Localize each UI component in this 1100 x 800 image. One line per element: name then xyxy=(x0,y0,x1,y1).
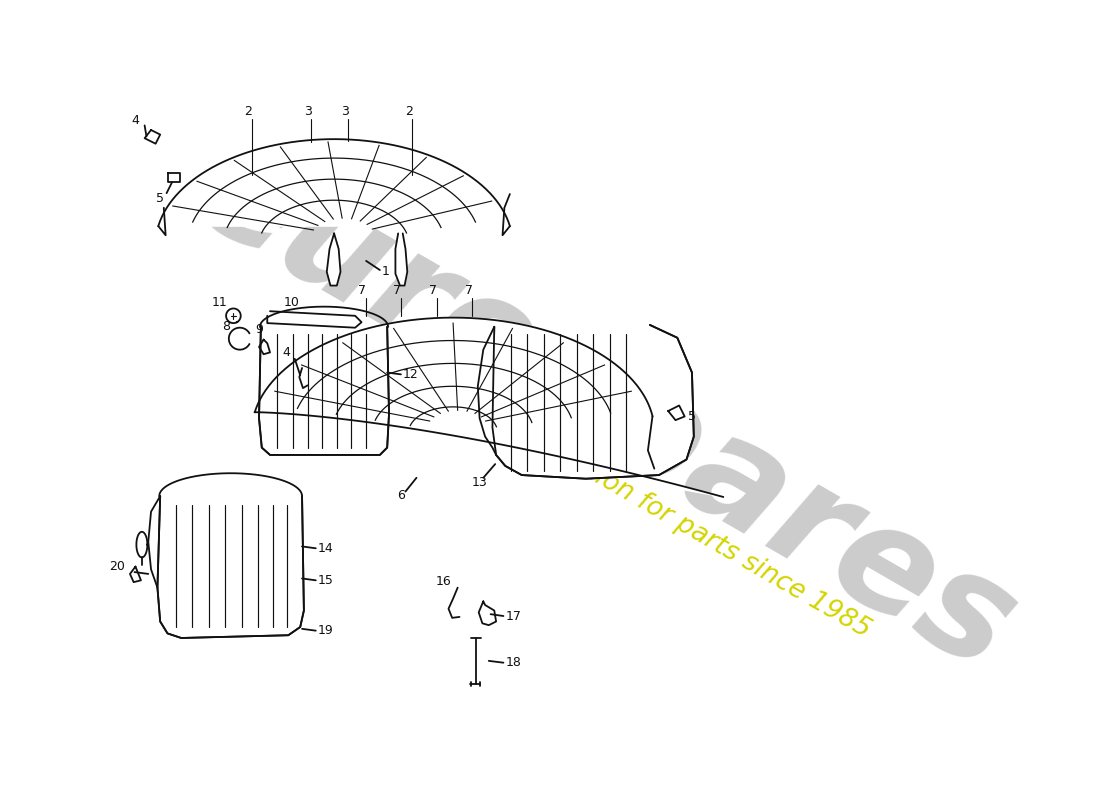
Polygon shape xyxy=(668,406,684,420)
Polygon shape xyxy=(478,602,496,625)
Text: 5: 5 xyxy=(689,410,696,423)
Polygon shape xyxy=(493,325,694,478)
Text: 2: 2 xyxy=(244,105,252,118)
Polygon shape xyxy=(144,130,161,144)
Text: 7: 7 xyxy=(359,284,366,297)
Polygon shape xyxy=(157,496,304,638)
Text: 14: 14 xyxy=(318,542,333,554)
Text: 3: 3 xyxy=(341,105,349,118)
Text: 12: 12 xyxy=(403,368,418,381)
Polygon shape xyxy=(130,566,141,582)
Polygon shape xyxy=(267,311,362,328)
Text: 11: 11 xyxy=(212,295,228,309)
Text: 13: 13 xyxy=(472,476,487,489)
Text: 20: 20 xyxy=(109,560,125,573)
Text: 7: 7 xyxy=(464,284,473,297)
Polygon shape xyxy=(299,368,308,388)
Text: 16: 16 xyxy=(436,574,452,588)
Text: 6: 6 xyxy=(397,489,405,502)
Text: 1: 1 xyxy=(382,266,389,278)
Text: 4: 4 xyxy=(132,114,140,127)
Text: 9: 9 xyxy=(255,323,263,336)
Polygon shape xyxy=(258,326,389,455)
Text: 10: 10 xyxy=(284,295,299,309)
Text: 7: 7 xyxy=(393,284,402,297)
Polygon shape xyxy=(327,234,341,286)
Text: 8: 8 xyxy=(222,320,230,334)
Text: 2: 2 xyxy=(405,105,414,118)
Polygon shape xyxy=(477,326,496,455)
Polygon shape xyxy=(167,173,180,182)
Polygon shape xyxy=(255,318,723,497)
Text: 19: 19 xyxy=(318,624,333,637)
Polygon shape xyxy=(158,139,510,226)
Text: 17: 17 xyxy=(505,610,521,622)
Text: 18: 18 xyxy=(505,656,521,669)
Text: 3: 3 xyxy=(305,105,312,118)
Polygon shape xyxy=(258,339,270,354)
Text: 15: 15 xyxy=(318,574,333,587)
Text: 4: 4 xyxy=(283,346,290,359)
Text: 7: 7 xyxy=(429,284,437,297)
Text: a passion for parts since 1985: a passion for parts since 1985 xyxy=(517,422,874,643)
Text: 5: 5 xyxy=(156,192,164,205)
Text: eurospares: eurospares xyxy=(169,118,1038,701)
Polygon shape xyxy=(136,532,147,558)
Polygon shape xyxy=(395,234,407,286)
